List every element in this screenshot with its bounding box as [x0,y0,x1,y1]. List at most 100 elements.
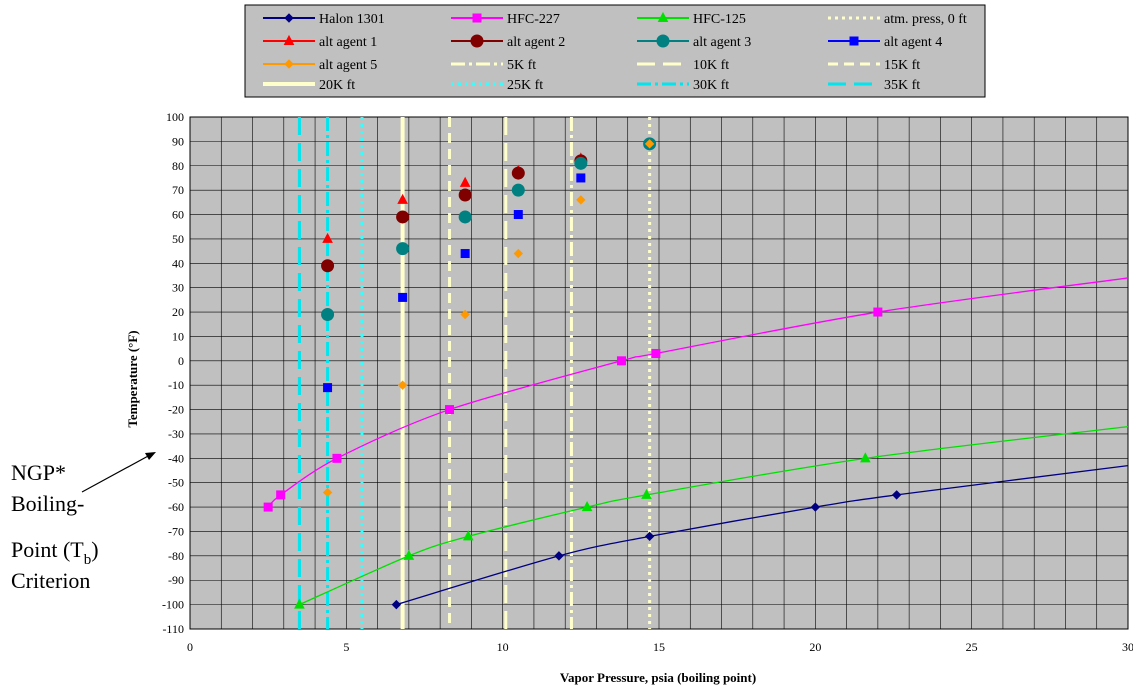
legend-marker-hfc-227 [472,13,482,23]
legend-marker-alt-agent-1 [283,34,295,45]
marker-hfc-227 [445,405,455,415]
marker-alt-agent-2 [511,166,525,180]
y-tick-label: 90 [172,134,184,148]
marker-alt-agent-3 [321,307,335,321]
marker-alt-agent-2 [396,210,410,224]
y-tick-label: -10 [168,378,184,392]
marker-halon-1301 [554,551,564,561]
annotation: NGP* Boiling- Point (Tb) Criterion [11,452,156,593]
legend-box [244,4,986,98]
legend-label-alt-agent-1: alt agent 1 [319,35,377,50]
annotation-line-4: Criterion [11,568,90,593]
marker-hfc-227 [276,490,286,500]
marker-alt-agent-4 [323,383,333,393]
marker-hfc-125 [403,549,415,560]
marker-alt-agent-2 [458,188,472,202]
y-tick-label: 70 [172,183,184,197]
x-tick-label: 10 [497,640,509,654]
x-tick-label: 5 [343,640,349,654]
legend-label-20k-ft: 20K ft [319,78,355,93]
marker-alt-agent-3 [511,183,525,197]
legend-label-alt-agent-2: alt agent 2 [507,35,565,50]
y-tick-label: 50 [172,232,184,246]
legend-label-5k-ft: 5K ft [507,58,536,73]
marker-alt-agent-5 [576,195,586,205]
marker-alt-agent-5 [644,139,655,149]
annotation-line-3-text: Point (T [11,537,84,562]
x-tick-label: 0 [187,640,193,654]
marker-halon-1301 [810,502,821,512]
legend-marker-alt-agent-5 [284,59,294,69]
marker-halon-1301 [391,599,402,610]
marker-alt-agent-5 [322,487,333,498]
marker-hfc-227 [616,356,626,366]
annotation-subscript: b [84,552,92,568]
legend-label-hfc-227: HFC-227 [507,12,560,27]
y-tick-label: 40 [172,256,184,270]
y-tick-label: 30 [172,281,184,295]
legend [244,4,986,98]
marker-alt-agent-2 [321,259,335,273]
legend-marker-alt-agent-4 [849,36,859,46]
y-tick-label: -90 [168,573,184,587]
y-tick-label: 60 [172,208,184,222]
y-tick-label: -50 [168,476,184,490]
legend-marker-alt-agent-3 [656,34,670,48]
marker-hfc-125 [462,530,474,541]
y-tick-label: -110 [162,622,184,636]
marker-hfc-125 [581,501,593,512]
marker-hfc-227 [873,307,883,317]
y-tick-label: 80 [172,159,184,173]
marker-halon-1301 [644,531,655,542]
annotation-line-1: NGP* [11,460,66,485]
legend-items: Halon 1301 HFC-227 HFC-125 atm. press, 0 ft… [263,11,967,93]
annotation-line-3: Point (Tb) [11,537,99,568]
data-markers [263,137,902,610]
marker-alt-agent-4 [398,292,408,302]
legend-label-alt-agent-5: alt agent 5 [319,58,377,73]
y-tick-label: 0 [178,354,184,368]
y-tick-label: -40 [168,451,184,465]
marker-alt-agent-5 [397,380,408,390]
y-axis-title: Temperature (°F) [125,330,140,427]
marker-halon-1301 [891,490,902,500]
legend-label-25k-ft: 25K ft [507,78,543,93]
y-tick-labels: 1009080706050403020100-10-20-30-40-50-60… [162,110,184,636]
legend-label-35k-ft: 35K ft [884,78,920,93]
annotation-line-3-end: ) [91,537,98,562]
x-tick-label: 25 [966,640,978,654]
annotation-line-2: Boiling- [11,491,84,516]
annotation-arrow [81,454,151,493]
y-tick-label: -30 [168,427,184,441]
y-tick-label: -20 [168,403,184,417]
marker-alt-agent-1 [322,232,333,243]
legend-label-halon-1301: Halon 1301 [319,12,385,27]
y-tick-label: -70 [168,524,184,538]
legend-label-10k-ft: 10K ft [693,58,729,73]
gridlines [189,116,1129,630]
marker-hfc-227 [651,348,661,358]
marker-alt-agent-4 [576,173,586,183]
y-tick-label: -100 [162,598,184,612]
x-tick-label: 20 [809,640,821,654]
y-tick-label: 100 [166,110,184,124]
legend-label-alt-agent-3: alt agent 3 [693,35,751,50]
y-tick-label: -80 [168,549,184,563]
legend-marker-hfc-125 [657,11,669,22]
y-tick-label: -60 [168,500,184,514]
legend-label-hfc-125: HFC-125 [693,12,746,27]
marker-alt-agent-3 [396,242,410,256]
legend-marker-halon-1301 [284,13,294,23]
legend-label-alt-agent-4: alt agent 4 [884,35,942,50]
y-tick-label: 10 [172,329,184,343]
marker-hfc-125 [860,452,871,463]
marker-alt-agent-5 [460,309,470,320]
x-tick-labels: 0 5 10 15 20 25 30 [187,640,1133,654]
x-axis-title: Vapor Pressure, psia (boiling point) [560,670,756,685]
marker-hfc-227 [263,502,273,512]
marker-alt-agent-5 [513,248,524,259]
x-tick-label: 15 [653,640,665,654]
marker-alt-agent-1 [459,176,471,187]
marker-alt-agent-1 [397,193,408,204]
